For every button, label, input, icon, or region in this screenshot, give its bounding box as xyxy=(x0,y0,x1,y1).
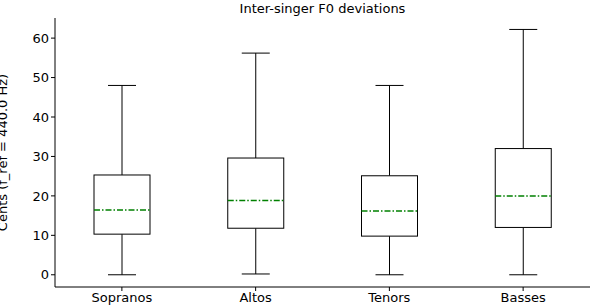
svg-text:Cents (f_ref = 440.0 Hz): Cents (f_ref = 440.0 Hz) xyxy=(8,74,10,231)
svg-text:10: 10 xyxy=(32,228,49,243)
svg-text:Altos: Altos xyxy=(239,290,272,305)
svg-text:0: 0 xyxy=(41,267,49,282)
svg-text:50: 50 xyxy=(32,70,49,85)
svg-text:Tenors: Tenors xyxy=(367,290,410,305)
html-text:Inter-singer F0 deviations: Inter-singer F0 deviations xyxy=(239,1,406,16)
svg-text:40: 40 xyxy=(32,110,49,125)
svg-text:Basses: Basses xyxy=(501,290,546,305)
svg-text:30: 30 xyxy=(32,149,49,164)
svg-text:Sopranos: Sopranos xyxy=(92,290,153,305)
svg-text:20: 20 xyxy=(32,189,49,204)
svg-text:60: 60 xyxy=(32,31,49,46)
